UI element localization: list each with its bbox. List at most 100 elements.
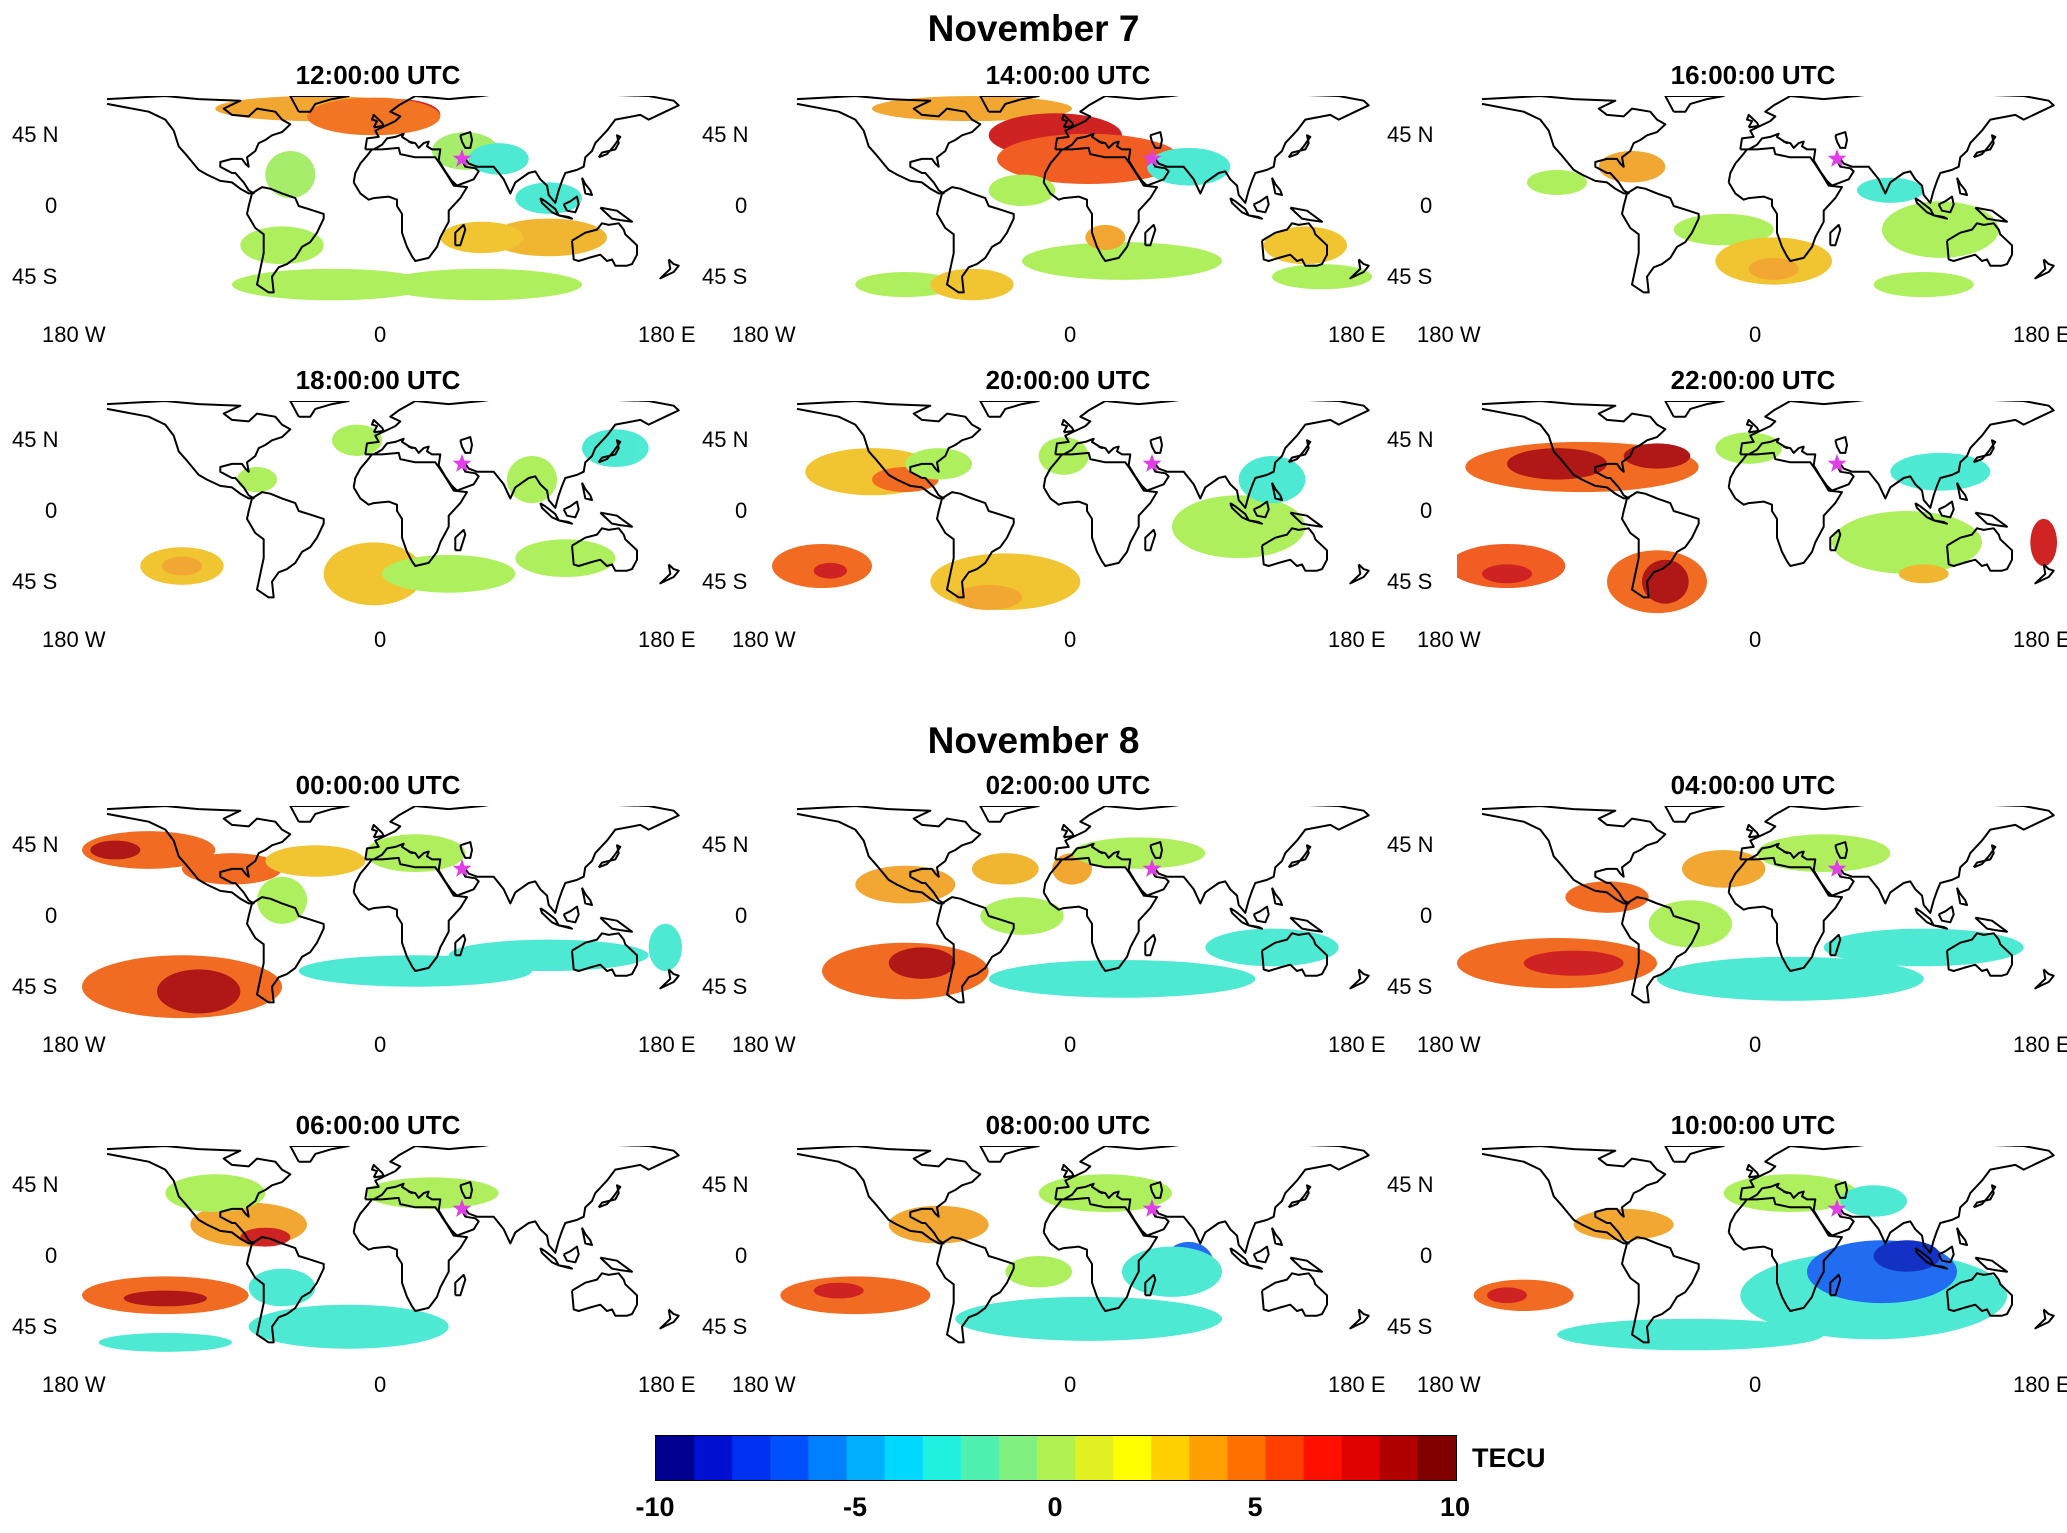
x-tick-label: 0 [374,627,387,652]
tec-anomaly-region [98,1333,232,1352]
x-tick-label: 180 W [1417,627,1481,652]
tec-anomaly-region [90,840,141,860]
epicenter-star-icon [1827,148,1847,167]
y-tick-label: 45 S [1387,973,1433,999]
tec-anomaly-region [1715,432,1782,464]
epicenter-star-icon [1142,1198,1162,1217]
coastline [1481,806,2055,1004]
map-panel: 02:00:00 UTC 45 N 0 45 S 180 W 0 180 E [690,770,1386,1070]
panel-title: 02:00:00 UTC [985,770,1151,800]
panel-title: 08:00:00 UTC [985,1110,1151,1140]
y-tick-label: 45 S [1387,263,1433,289]
epicenter-star-icon [1142,858,1162,877]
x-tick-label: 0 [374,1372,387,1397]
tec-anomaly-region [382,268,582,301]
epicenter-star-icon [452,858,472,877]
y-tick-label: 45 N [1387,122,1434,148]
map-panel: 00:00:00 UTC 45 N 0 45 S 180 W 0 180 E [0,770,696,1070]
epicenter-star-icon [452,1198,472,1217]
world-map [106,401,680,606]
tec-anomaly-region [1832,511,1982,574]
x-tick-label: 0 [1749,1032,1762,1057]
map-panel: 18:00:00 UTC 45 N 0 45 S 180 W 0 180 E [0,365,696,665]
colorbar-segment [1417,1436,1456,1480]
epicenter-star-icon [1827,1198,1847,1217]
y-tick-label: 45 N [12,122,59,148]
colorbar-tick: -10 [635,1492,675,1522]
map-panel: 08:00:00 UTC 45 N 0 45 S 180 W 0 180 E [690,1110,1386,1410]
y-tick-label: 0 [45,193,58,218]
y-tick-label: 45 N [1387,427,1434,453]
x-tick-label: 0 [1749,1372,1762,1397]
tec-anomaly-region [1482,564,1532,584]
tec-anomaly-region [1172,495,1306,559]
tec-anomaly-region [1487,1287,1527,1304]
tec-anomaly-region [1673,213,1774,246]
panel-title: 16:00:00 UTC [1670,60,1836,90]
colorbar-tick: 5 [1247,1492,1263,1522]
colorbar-segment [1151,1436,1190,1480]
x-tick-label: 180 E [638,322,696,347]
x-tick-label: 180 W [1417,1032,1481,1057]
day-title-november-8: November 8 [927,720,1140,761]
x-tick-label: 180 E [2013,627,2067,652]
y-tick-label: 0 [45,903,58,928]
coastline [796,401,1370,599]
coastline [1481,401,2055,599]
tec-anomaly-region [123,1290,207,1307]
tec-anomaly-region [1565,881,1649,913]
map-panel: 22:00:00 UTC 45 N 0 45 S 180 W 0 180 E [1375,365,2067,665]
colorbar-tick: 0 [1047,1492,1063,1522]
colorbar-segment [1341,1436,1381,1480]
x-tick-label: 180 E [638,1372,696,1397]
tec-anomaly-region [265,845,366,877]
x-tick-label: 180 W [42,322,106,347]
colorbar-segment [1227,1436,1267,1480]
day-title-november-7: November 7 [927,8,1140,49]
x-tick-label: 180 W [1417,322,1481,347]
map-panel: 10:00:00 UTC 45 N 0 45 S 180 W 0 180 E [1375,1110,2067,1410]
y-tick-label: 0 [735,193,748,218]
tec-anomaly-region [332,424,382,456]
panel-title: 22:00:00 UTC [1670,365,1836,395]
y-tick-label: 45 S [702,568,748,594]
y-tick-label: 0 [1420,1243,1433,1268]
tec-anomaly-region [1623,443,1691,469]
colorbar-segment [1113,1436,1152,1480]
epicenter-star-icon [1827,858,1847,877]
colorbar-segment [960,1436,1000,1480]
tec-anomaly-region [257,876,307,924]
colorbar-segment [770,1436,809,1480]
coastline [796,806,1370,1004]
tec-anomaly-region [1857,177,1924,203]
tec-anomaly-region [648,923,682,971]
x-tick-label: 180 E [2013,1372,2067,1397]
map-panel: 16:00:00 UTC 45 N 0 45 S 180 W 0 180 E [1375,60,2067,360]
tec-anomaly-region [955,1296,1222,1341]
map-panel: 06:00:00 UTC 45 N 0 45 S 180 W 0 180 E [0,1110,696,1410]
world-map [106,96,680,301]
tec-anomaly-region [855,865,956,904]
y-tick-label: 0 [735,498,748,523]
tec-anomaly-region [905,448,972,480]
panel-title: 04:00:00 UTC [1670,770,1836,800]
x-tick-label: 180 E [1328,1372,1386,1397]
x-tick-label: 180 W [732,322,796,347]
colorbar-tick: -5 [842,1492,868,1522]
tec-anomaly-region [507,456,557,504]
tec-anomaly-region [448,939,649,971]
tec-anomaly-region [1840,1185,1907,1217]
x-tick-label: 180 E [1328,322,1386,347]
tec-anomaly-region [265,151,316,199]
tec-anomaly-region [1882,201,1999,258]
coastline [1481,96,2055,294]
map-panel: 20:00:00 UTC 45 N 0 45 S 180 W 0 180 E [690,365,1386,665]
x-tick-label: 180 E [638,627,696,652]
x-tick-label: 0 [1064,1032,1077,1057]
y-tick-label: 45 N [12,832,59,858]
tec-anomaly-region [165,1174,266,1212]
epicenter-star-icon [452,453,472,472]
tec-anomaly-region [888,947,956,979]
coastline [106,401,680,599]
colorbar-segment [1189,1436,1229,1480]
